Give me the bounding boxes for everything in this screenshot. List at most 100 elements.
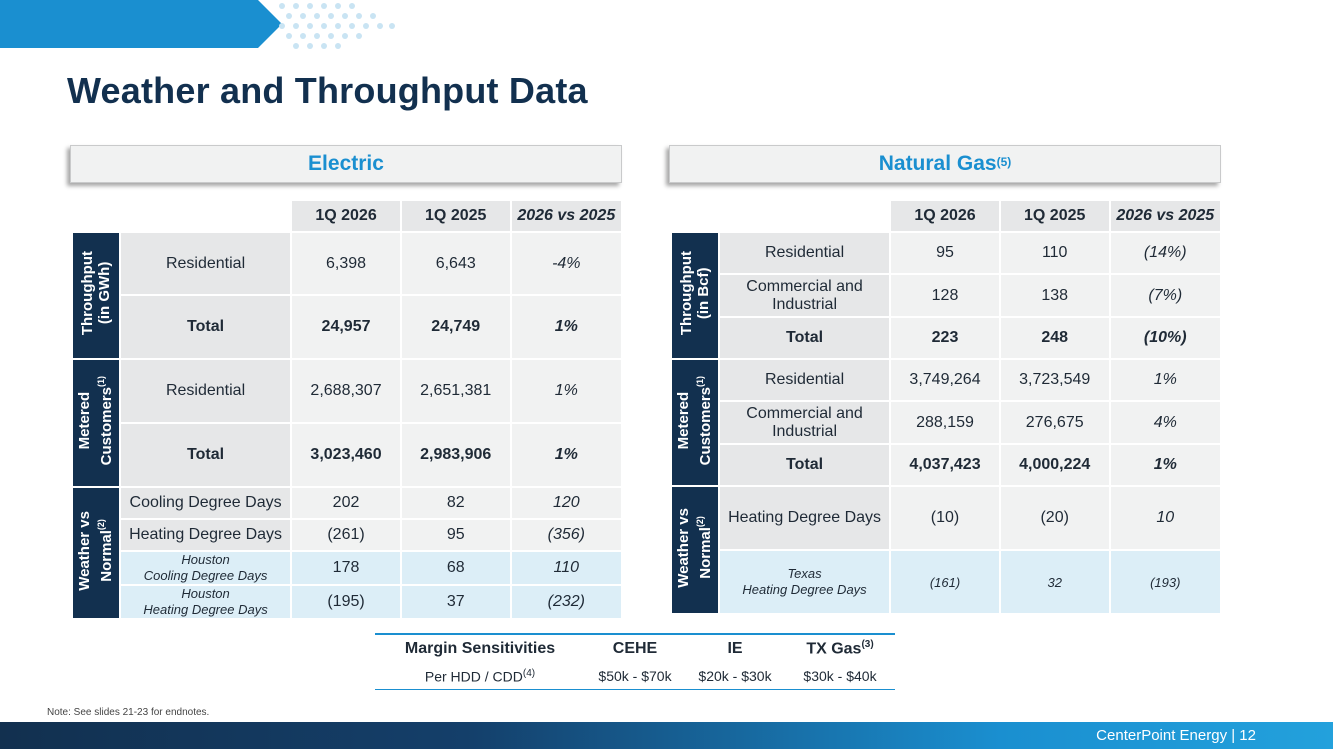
value-cell: 32 <box>1000 551 1109 613</box>
value-cell: 128 <box>891 275 999 316</box>
gas-customers-side-label: Metered Customers(1) <box>672 360 718 485</box>
value-cell: 4,037,423 <box>891 445 999 485</box>
electric-weather-side-label: Weather vs Normal(2) <box>73 488 119 618</box>
table-row: Houston Heating Degree Days (195) 37 (232… <box>73 586 621 618</box>
row-label: Residential <box>719 233 890 273</box>
row-label: Commercial and Industrial <box>719 402 890 443</box>
change-cell: (14%) <box>1110 233 1220 273</box>
margin-value-txgas: $30k - $40k <box>803 668 877 684</box>
row-label: Residential <box>120 233 291 294</box>
row-label: Houston Heating Degree Days <box>120 586 291 618</box>
margin-row-label: Per HDD / CDD(4) <box>424 667 536 685</box>
value-cell: 68 <box>401 552 510 584</box>
change-cell: (232) <box>511 586 621 618</box>
margin-value-ie: $20k - $30k <box>698 668 772 684</box>
gas-heading-footnote: (5) <box>996 155 1012 169</box>
header-ribbon <box>0 0 282 48</box>
value-cell: 24,749 <box>401 296 510 358</box>
value-cell: 3,749,264 <box>891 360 999 400</box>
electric-col-1q2026: 1Q 2026 <box>292 201 400 231</box>
gas-col-1q2025: 1Q 2025 <box>1000 201 1109 231</box>
header-dot-pattern <box>279 3 395 49</box>
value-cell: 276,675 <box>1000 402 1109 443</box>
value-cell: 110 <box>1000 233 1109 273</box>
row-label: Texas Heating Degree Days <box>719 551 890 613</box>
row-label: Heating Degree Days <box>719 487 890 549</box>
table-row: Weather vs Normal(2) Cooling Degree Days … <box>73 488 621 618</box>
value-cell: 37 <box>401 586 510 618</box>
row-label: Cooling Degree Days <box>120 488 291 518</box>
table-row: Heating Degree Days (261) 95 (356) <box>73 520 621 550</box>
gas-header-row: 1Q 2026 1Q 2025 2026 vs 2025 <box>672 201 1220 231</box>
change-cell: 110 <box>511 552 621 584</box>
table-row: Throughput (in GWh) Residential 6,398 6,6… <box>73 233 621 358</box>
row-label: Total <box>120 424 291 486</box>
row-label: Houston Cooling Degree Days <box>120 552 291 584</box>
gas-heading: Natural Gas <box>878 152 997 175</box>
row-label: Total <box>719 318 890 358</box>
margin-sensitivities-table: Margin Sensitivities CEHE IE TX Gas(3) P… <box>375 633 895 690</box>
footer-bar <box>0 722 1333 749</box>
change-cell: 1% <box>511 296 621 358</box>
table-row: Total 4,037,423 4,000,224 1% <box>672 445 1220 485</box>
electric-table: 1Q 2026 1Q 2025 2026 vs 2025 Throughput(… <box>71 199 623 620</box>
value-cell: 202 <box>292 488 400 518</box>
value-cell: 288,159 <box>891 402 999 443</box>
change-cell: 1% <box>1110 360 1220 400</box>
row-label: Total <box>120 296 291 358</box>
gas-section-header: Natural Gas (5) <box>669 145 1221 183</box>
table-row: Houston Cooling Degree Days 178 68 110 <box>73 552 621 584</box>
electric-throughput-side-label: Throughput (in GWh) <box>73 233 119 358</box>
table-row: Commercial and Industrial 128 138 (7%) <box>672 275 1220 316</box>
row-label: Residential <box>120 360 291 422</box>
gas-weather-side-label: Weather vs Normal(2) <box>672 487 718 613</box>
change-cell: 4% <box>1110 402 1220 443</box>
value-cell: 6,643 <box>401 233 510 294</box>
change-cell: 1% <box>1110 445 1220 485</box>
table-row: Texas Heating Degree Days (161) 32 (193) <box>672 551 1220 613</box>
blank-cell <box>73 201 290 231</box>
value-cell: 4,000,224 <box>1000 445 1109 485</box>
margin-value-cehe: $50k - $70k <box>598 668 672 684</box>
gas-throughput-side-label: Throughput (in Bcf) <box>672 233 718 358</box>
table-row: Metered Customers(1) Residential 2,688,30… <box>73 360 621 486</box>
footer-text: CenterPoint Energy | 12 <box>1096 727 1256 744</box>
table-row: Metered Customers(1) Residential 3,749,26… <box>672 360 1220 485</box>
page-title: Weather and Throughput Data <box>67 70 588 111</box>
change-cell: 10 <box>1110 487 1220 549</box>
value-cell: 2,651,381 <box>401 360 510 422</box>
endnote-text: Note: See slides 21-23 for endnotes. <box>47 707 210 718</box>
table-row: Total 24,957 24,749 1% <box>73 296 621 358</box>
value-cell: 138 <box>1000 275 1109 316</box>
row-label: Residential <box>719 360 890 400</box>
table-row: Total 223 248 (10%) <box>672 318 1220 358</box>
value-cell: 3,023,460 <box>292 424 400 486</box>
value-cell: 2,983,906 <box>401 424 510 486</box>
value-cell: 95 <box>401 520 510 550</box>
blank-cell <box>672 201 889 231</box>
margin-col-ie: IE <box>727 640 743 657</box>
margin-col-cehe: CEHE <box>612 640 658 657</box>
value-cell: (20) <box>1000 487 1109 549</box>
table-row: Weather vs Normal(2) Heating Degree Days … <box>672 487 1220 613</box>
change-cell: 1% <box>511 360 621 422</box>
value-cell: 6,398 <box>292 233 400 294</box>
value-cell: 82 <box>401 488 510 518</box>
change-cell: 1% <box>511 424 621 486</box>
value-cell: 2,688,307 <box>292 360 400 422</box>
value-cell: (10) <box>891 487 999 549</box>
change-cell: (356) <box>511 520 621 550</box>
change-cell: (10%) <box>1110 318 1220 358</box>
margin-header-label: Margin Sensitivities <box>404 640 556 657</box>
row-label: Heating Degree Days <box>120 520 291 550</box>
table-row: Total 3,023,460 2,983,906 1% <box>73 424 621 486</box>
row-label: Total <box>719 445 890 485</box>
gas-col-1q2026: 1Q 2026 <box>891 201 999 231</box>
value-cell: (195) <box>292 586 400 618</box>
electric-section-header: Electric <box>70 145 622 183</box>
value-cell: (261) <box>292 520 400 550</box>
value-cell: 3,723,549 <box>1000 360 1109 400</box>
change-cell: 120 <box>511 488 621 518</box>
electric-heading: Electric <box>308 152 384 175</box>
change-cell: (7%) <box>1110 275 1220 316</box>
